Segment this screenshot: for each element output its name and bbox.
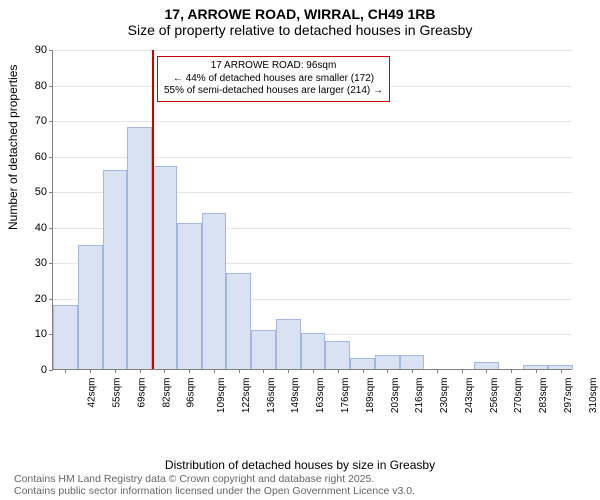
xtick-mark <box>288 369 289 373</box>
ytick-mark <box>49 121 53 122</box>
xtick-label: 163sqm <box>315 378 326 414</box>
xtick-label: 189sqm <box>365 378 376 414</box>
xtick-label: 82sqm <box>161 378 172 408</box>
xtick-label: 230sqm <box>439 378 450 414</box>
ytick-label: 20 <box>25 293 47 305</box>
xtick-label: 270sqm <box>513 378 524 414</box>
ytick-mark <box>49 192 53 193</box>
xtick-label: 122sqm <box>241 378 252 414</box>
ytick-mark <box>49 157 53 158</box>
xtick-label: 243sqm <box>464 378 475 414</box>
xtick-label: 256sqm <box>489 378 500 414</box>
page-title-line1: 17, ARROWE ROAD, WIRRAL, CH49 1RB <box>0 6 600 22</box>
xtick-mark <box>561 369 562 373</box>
xtick-label: 96sqm <box>186 378 197 408</box>
ytick-label: 60 <box>25 151 47 163</box>
histogram-bar <box>127 127 152 369</box>
xtick-mark <box>363 369 364 373</box>
xtick-mark <box>263 369 264 373</box>
ytick-label: 30 <box>25 257 47 269</box>
xtick-mark <box>90 369 91 373</box>
xtick-mark <box>65 369 66 373</box>
xtick-mark <box>239 369 240 373</box>
histogram-bar <box>103 170 128 369</box>
xtick-label: 297sqm <box>563 378 574 414</box>
chart-container: 010203040506070809042sqm55sqm69sqm82sqm9… <box>52 50 572 420</box>
xtick-mark <box>164 369 165 373</box>
histogram-bar <box>375 355 400 369</box>
xtick-label: 203sqm <box>390 378 401 414</box>
plot-area: 010203040506070809042sqm55sqm69sqm82sqm9… <box>52 50 572 370</box>
xtick-label: 216sqm <box>414 378 425 414</box>
footnote-line1: Contains HM Land Registry data © Crown c… <box>14 473 415 486</box>
xtick-label: 176sqm <box>340 378 351 414</box>
footnote: Contains HM Land Registry data © Crown c… <box>14 473 415 498</box>
xtick-mark <box>189 369 190 373</box>
xtick-label: 283sqm <box>538 378 549 414</box>
gridline <box>53 121 572 122</box>
histogram-bar <box>202 213 227 369</box>
ytick-label: 90 <box>25 44 47 56</box>
ytick-label: 80 <box>25 80 47 92</box>
xtick-label: 136sqm <box>266 378 277 414</box>
histogram-bar <box>301 333 326 369</box>
gridline <box>53 50 572 51</box>
y-axis-label: Number of detached properties <box>6 65 20 230</box>
xtick-mark <box>214 369 215 373</box>
xtick-mark <box>437 369 438 373</box>
ytick-mark <box>49 370 53 371</box>
xtick-label: 69sqm <box>136 378 147 408</box>
reference-line <box>152 50 154 369</box>
x-axis-label: Distribution of detached houses by size … <box>0 458 600 472</box>
xtick-label: 42sqm <box>87 378 98 408</box>
xtick-mark <box>338 369 339 373</box>
ytick-label: 10 <box>25 328 47 340</box>
ytick-label: 0 <box>25 364 47 376</box>
histogram-bar <box>251 330 276 369</box>
annotation-line: 55% of semi-detached houses are larger (… <box>164 85 383 98</box>
histogram-bar <box>53 305 78 369</box>
xtick-mark <box>511 369 512 373</box>
histogram-bar <box>152 166 177 369</box>
ytick-mark <box>49 228 53 229</box>
histogram-bar <box>78 245 103 369</box>
annotation-line: 17 ARROWE ROAD: 96sqm <box>164 60 383 73</box>
xtick-mark <box>462 369 463 373</box>
annotation-box: 17 ARROWE ROAD: 96sqm← 44% of detached h… <box>157 56 390 102</box>
xtick-mark <box>412 369 413 373</box>
ytick-label: 40 <box>25 222 47 234</box>
ytick-mark <box>49 86 53 87</box>
histogram-bar <box>177 223 202 369</box>
xtick-label: 310sqm <box>588 378 599 414</box>
xtick-label: 55sqm <box>112 378 123 408</box>
histogram-bar <box>474 362 499 369</box>
xtick-mark <box>115 369 116 373</box>
histogram-bar <box>400 355 425 369</box>
annotation-line: ← 44% of detached houses are smaller (17… <box>164 73 383 86</box>
xtick-mark <box>486 369 487 373</box>
histogram-bar <box>276 319 301 369</box>
page-title-line2: Size of property relative to detached ho… <box>0 22 600 38</box>
ytick-label: 70 <box>25 115 47 127</box>
ytick-label: 50 <box>25 186 47 198</box>
histogram-bar <box>350 358 375 369</box>
footnote-line2: Contains public sector information licen… <box>14 485 415 498</box>
xtick-mark <box>140 369 141 373</box>
ytick-mark <box>49 263 53 264</box>
histogram-bar <box>325 341 350 369</box>
xtick-mark <box>313 369 314 373</box>
xtick-label: 149sqm <box>291 378 302 414</box>
xtick-label: 109sqm <box>216 378 227 414</box>
xtick-mark <box>536 369 537 373</box>
xtick-mark <box>387 369 388 373</box>
ytick-mark <box>49 299 53 300</box>
histogram-bar <box>226 273 251 369</box>
ytick-mark <box>49 50 53 51</box>
